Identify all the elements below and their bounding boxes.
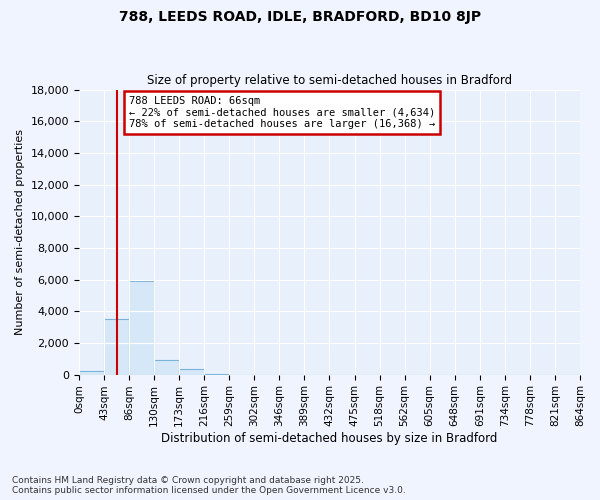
Bar	[179, 369, 204, 374]
Text: 788 LEEDS ROAD: 66sqm
← 22% of semi-detached houses are smaller (4,634)
78% of s: 788 LEEDS ROAD: 66sqm ← 22% of semi-deta…	[129, 96, 435, 129]
Bar	[129, 281, 154, 374]
Bar	[79, 372, 104, 374]
Y-axis label: Number of semi-detached properties: Number of semi-detached properties	[15, 129, 25, 335]
Title: Size of property relative to semi-detached houses in Bradford: Size of property relative to semi-detach…	[147, 74, 512, 87]
Bar	[104, 319, 129, 374]
Text: Contains HM Land Registry data © Crown copyright and database right 2025.
Contai: Contains HM Land Registry data © Crown c…	[12, 476, 406, 495]
X-axis label: Distribution of semi-detached houses by size in Bradford: Distribution of semi-detached houses by …	[161, 432, 497, 445]
Text: 788, LEEDS ROAD, IDLE, BRADFORD, BD10 8JP: 788, LEEDS ROAD, IDLE, BRADFORD, BD10 8J…	[119, 10, 481, 24]
Bar	[154, 360, 179, 374]
